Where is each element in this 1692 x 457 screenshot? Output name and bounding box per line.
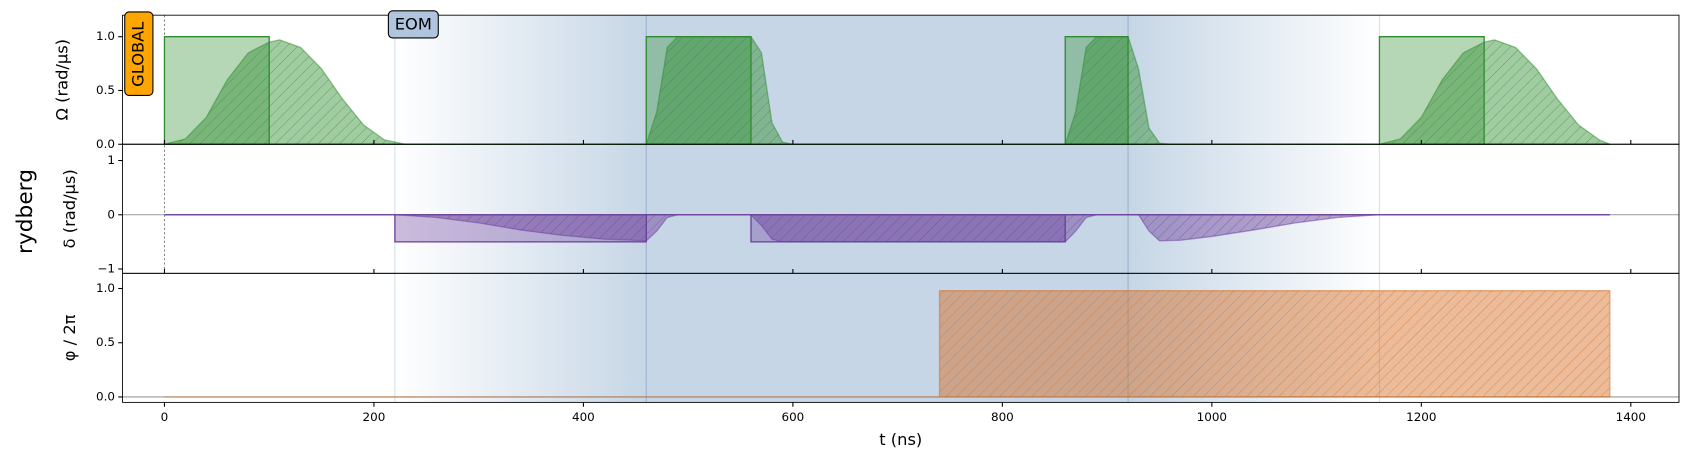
area-hatch xyxy=(164,36,1610,145)
y-tick-label: 1 xyxy=(107,153,115,167)
x-tick-label: 200 xyxy=(363,410,386,424)
y-tick-label: 0.0 xyxy=(96,137,115,151)
x-tick-label: 400 xyxy=(572,410,595,424)
addressing-box xyxy=(124,11,154,96)
x-tick-label: 600 xyxy=(782,410,805,424)
y-tick-label: 0.5 xyxy=(96,335,115,349)
area-hatch xyxy=(164,214,1610,242)
y-tick-label: −1 xyxy=(97,261,115,275)
area-hatch xyxy=(164,290,1610,397)
y-axis-label: Ω (rad/µs) xyxy=(52,39,71,121)
addressing-label: GLOBAL xyxy=(128,22,147,87)
y-axis-label: φ / 2π xyxy=(60,314,79,361)
y-tick-label: 0.5 xyxy=(96,83,115,97)
eom-label: EOM xyxy=(395,14,432,33)
eom-ramp-in xyxy=(394,15,647,403)
y-tick-label: 1.0 xyxy=(96,29,115,43)
x-tick-label: 0 xyxy=(161,410,169,424)
channel-label: rydberg xyxy=(13,169,38,254)
x-tick-label: 800 xyxy=(991,410,1014,424)
plot-root: 0.0 0.5 1.0 Ω (rad/µs) −1 0 1 δ (rad/µs) 0.0 0.5 1… xyxy=(13,10,1680,449)
y-tick-label: 0 xyxy=(107,207,115,221)
eom-label-box xyxy=(387,10,439,39)
y-tick-label: 0.0 xyxy=(96,389,115,403)
x-tick-label: 1200 xyxy=(1406,410,1436,424)
x-tick-label: 1400 xyxy=(1616,410,1646,424)
x-axis-label: t (ns) xyxy=(879,430,922,449)
y-tick-label: 1.0 xyxy=(96,281,115,295)
panel-frame xyxy=(122,272,1680,403)
y-axis-label: δ (rad/µs) xyxy=(60,169,79,248)
x-tick-label: 1000 xyxy=(1197,410,1227,424)
